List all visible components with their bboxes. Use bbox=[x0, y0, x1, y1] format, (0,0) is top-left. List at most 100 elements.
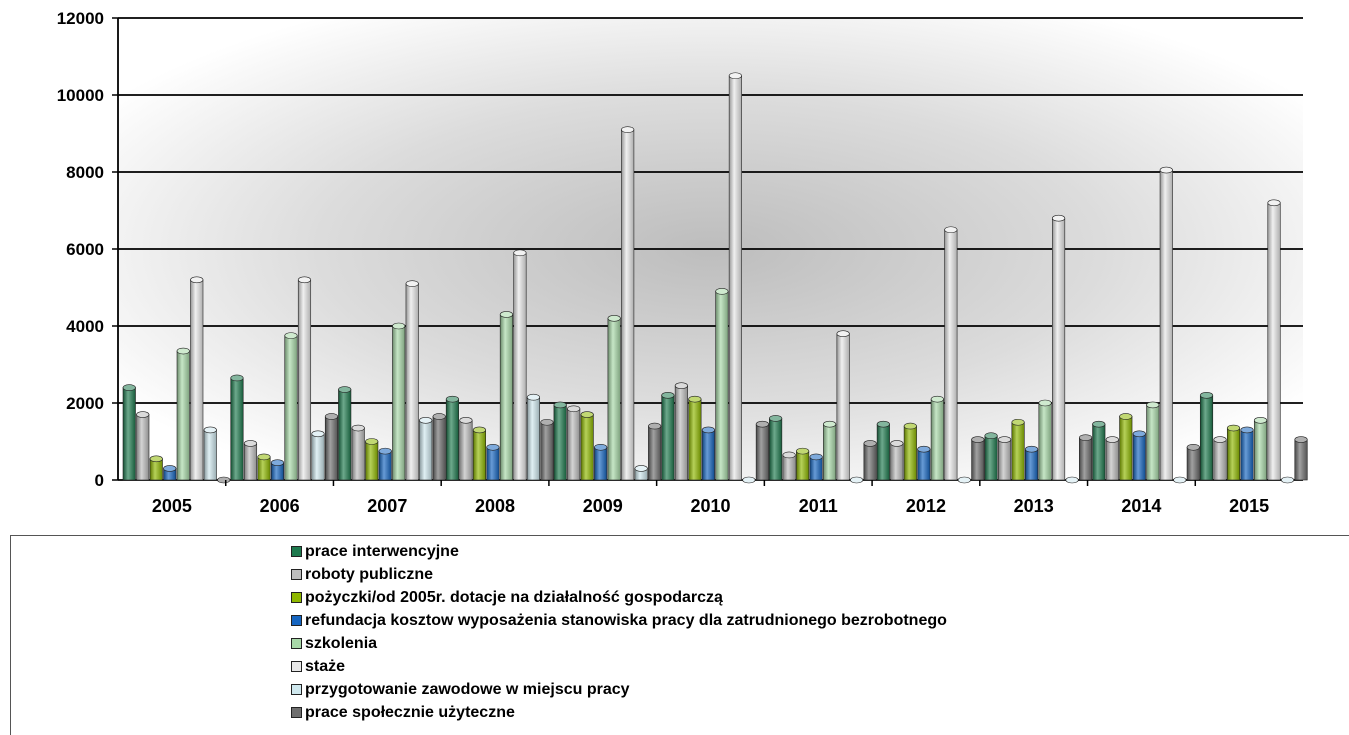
chart-canvas: 0 2000 4000 6000 8000 10000 12000 2005 2006 2007… bbox=[57, 9, 1308, 516]
bar bbox=[338, 386, 352, 481]
legend-label: pożyczki/od 2005r. dotacje na działalnoś… bbox=[305, 589, 723, 606]
bar bbox=[1267, 199, 1281, 481]
legend-entry: przygotowanie zawodowe w miejscu pracy bbox=[291, 678, 947, 701]
bar bbox=[1065, 476, 1079, 484]
bar bbox=[567, 405, 581, 481]
y-tick-label: 10000 bbox=[57, 86, 104, 105]
bar bbox=[540, 418, 554, 481]
bar bbox=[1025, 445, 1039, 481]
legend-swatch bbox=[291, 615, 302, 626]
bar bbox=[499, 311, 513, 481]
x-tick-label: 2010 bbox=[690, 496, 730, 516]
bar bbox=[607, 314, 621, 481]
bar bbox=[863, 440, 877, 481]
legend-swatch bbox=[291, 592, 302, 603]
bar bbox=[149, 455, 163, 481]
legend-swatch bbox=[291, 638, 302, 649]
bar bbox=[203, 426, 217, 481]
bar bbox=[984, 432, 998, 481]
bar bbox=[742, 476, 756, 484]
bar bbox=[1240, 426, 1254, 481]
bar bbox=[378, 447, 392, 481]
bar bbox=[957, 476, 971, 484]
bar bbox=[1011, 418, 1025, 481]
y-tick-label: 2000 bbox=[66, 394, 104, 413]
bar bbox=[782, 451, 796, 481]
bar bbox=[1226, 424, 1241, 481]
bar bbox=[1253, 417, 1268, 481]
bar bbox=[634, 465, 648, 481]
bar bbox=[190, 276, 204, 481]
y-tick-label: 4000 bbox=[66, 317, 104, 336]
bar bbox=[163, 465, 177, 481]
y-tick-label: 0 bbox=[95, 471, 104, 490]
x-axis-ticks: 2005 2006 2007 2008 2009 2010 2011 2012 2013 2014… bbox=[152, 480, 1269, 516]
legend-swatch bbox=[291, 546, 302, 557]
bar bbox=[728, 72, 742, 481]
bar bbox=[890, 440, 904, 481]
bar bbox=[1280, 476, 1295, 484]
bar bbox=[1092, 420, 1106, 481]
x-tick-label: 2011 bbox=[799, 496, 838, 516]
bar bbox=[324, 413, 339, 481]
bar bbox=[648, 422, 662, 481]
legend-label: staże bbox=[305, 658, 346, 675]
bar bbox=[1173, 476, 1187, 484]
bar bbox=[1186, 443, 1200, 481]
bar bbox=[594, 443, 608, 481]
bar bbox=[513, 249, 527, 481]
bar bbox=[836, 330, 850, 481]
bar bbox=[823, 420, 837, 481]
x-tick-label: 2014 bbox=[1121, 496, 1161, 516]
bar bbox=[472, 426, 486, 481]
bar bbox=[1294, 436, 1308, 481]
bar bbox=[405, 280, 419, 481]
bar bbox=[351, 424, 365, 481]
gridlines bbox=[118, 17, 1303, 404]
bar bbox=[486, 443, 500, 481]
legend-entry: prace interwencyjne bbox=[291, 540, 947, 563]
bar bbox=[1132, 430, 1146, 481]
bar bbox=[796, 447, 810, 481]
bar bbox=[136, 411, 150, 481]
bar bbox=[1038, 399, 1052, 481]
bar bbox=[392, 322, 406, 481]
y-tick-label: 6000 bbox=[66, 240, 104, 259]
bar bbox=[365, 438, 379, 481]
x-tick-label: 2009 bbox=[583, 496, 623, 516]
bar bbox=[1199, 391, 1214, 481]
bar bbox=[917, 445, 931, 481]
bar bbox=[674, 382, 688, 481]
bar bbox=[1079, 434, 1093, 481]
bar bbox=[297, 276, 312, 481]
bar bbox=[257, 453, 271, 481]
bar bbox=[621, 126, 635, 481]
legend-label: roboty publiczne bbox=[305, 566, 433, 583]
bar bbox=[217, 476, 231, 484]
legend-entry: pożyczki/od 2005r. dotacje na działalnoś… bbox=[291, 586, 947, 609]
bar bbox=[445, 395, 459, 481]
bar bbox=[1146, 401, 1160, 481]
bar bbox=[903, 422, 917, 481]
y-tick-label: 8000 bbox=[66, 163, 104, 182]
legend-label: szkolenia bbox=[305, 635, 378, 652]
bar bbox=[1119, 413, 1133, 481]
x-tick-label: 2007 bbox=[367, 496, 407, 516]
x-tick-label: 2008 bbox=[475, 496, 515, 516]
bar bbox=[809, 453, 823, 481]
bar bbox=[876, 420, 890, 481]
bar bbox=[688, 395, 702, 481]
bar bbox=[715, 288, 729, 481]
legend-label: prace interwencyjne bbox=[305, 543, 459, 560]
bar bbox=[1052, 214, 1066, 481]
x-tick-label: 2013 bbox=[1014, 496, 1054, 516]
legend-entry: prace społecznie użyteczne bbox=[291, 701, 947, 724]
bar bbox=[971, 436, 985, 481]
bar bbox=[944, 226, 958, 481]
bar bbox=[930, 395, 944, 481]
x-tick-label: 2015 bbox=[1229, 496, 1269, 516]
legend-label: refundacja kosztow wyposażenia stanowisk… bbox=[305, 612, 947, 629]
legend-swatch bbox=[291, 569, 302, 580]
y-axis-ticks: 0 2000 4000 6000 8000 10000 12000 bbox=[57, 9, 118, 490]
bar bbox=[998, 436, 1012, 481]
